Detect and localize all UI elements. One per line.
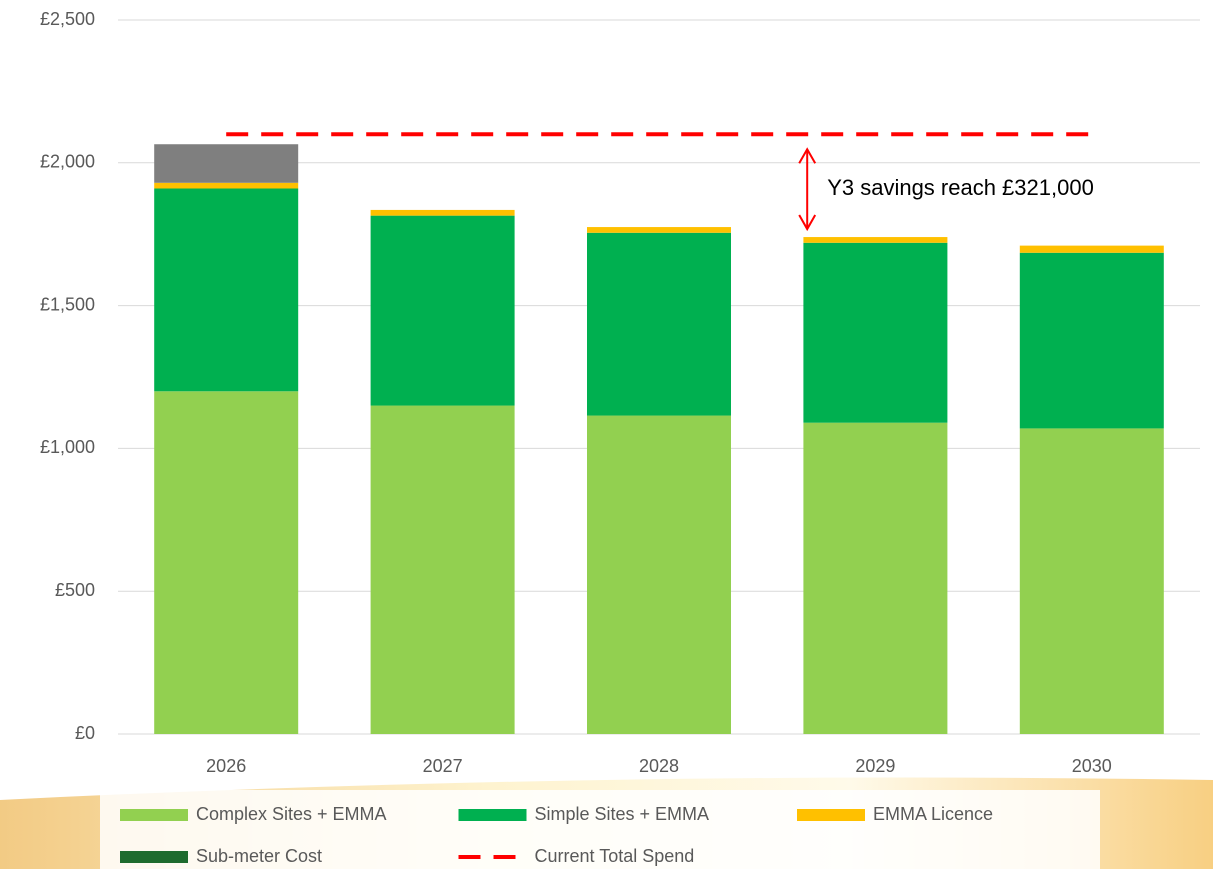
y-tick-label: £500: [55, 580, 95, 600]
bar-segment: [587, 415, 731, 734]
bar-segment: [370, 405, 515, 734]
bar-segment: [803, 237, 948, 243]
bar-segment: [1019, 252, 1164, 429]
legend-swatch: [120, 851, 188, 863]
bar-segment: [803, 242, 948, 423]
x-tick-label: 2026: [206, 756, 246, 776]
legend-label: Simple Sites + EMMA: [535, 804, 710, 824]
legend-swatch: [458, 809, 527, 821]
bar-segment: [803, 422, 948, 734]
y-tick-label: £2,500: [40, 9, 95, 29]
legend-label: Current Total Spend: [535, 846, 695, 866]
bar-segment: [154, 182, 299, 189]
arrow-head: [798, 214, 817, 232]
bar-segment: [154, 144, 299, 183]
legend-label: EMMA Licence: [873, 804, 993, 824]
bar-segment: [587, 232, 731, 416]
legend-swatch: [797, 809, 865, 821]
x-tick-label: 2027: [423, 756, 463, 776]
bar-segment: [1019, 428, 1164, 734]
bar-segment: [154, 391, 299, 734]
legend-label: Sub-meter Cost: [196, 846, 322, 866]
x-tick-label: 2029: [855, 756, 895, 776]
legend-swatch: [120, 809, 188, 821]
y-tick-label: £0: [75, 723, 95, 743]
x-tick-label: 2028: [639, 756, 679, 776]
bar-segment: [154, 188, 299, 392]
y-tick-label: £2,000: [40, 152, 95, 172]
bar-segment: [587, 227, 731, 233]
y-tick-label: £1,500: [40, 294, 95, 314]
arrow-head: [798, 147, 817, 164]
y-tick-label: £1,000: [40, 437, 95, 457]
bar-segment: [370, 209, 515, 216]
x-tick-label: 2030: [1072, 756, 1112, 776]
bar-segment: [370, 215, 515, 406]
legend-label: Complex Sites + EMMA: [196, 804, 387, 824]
annotation: Y3 savings reach £321,000: [827, 175, 1094, 200]
bar-segment: [1019, 245, 1164, 253]
legend-backdrop: [100, 790, 1100, 869]
